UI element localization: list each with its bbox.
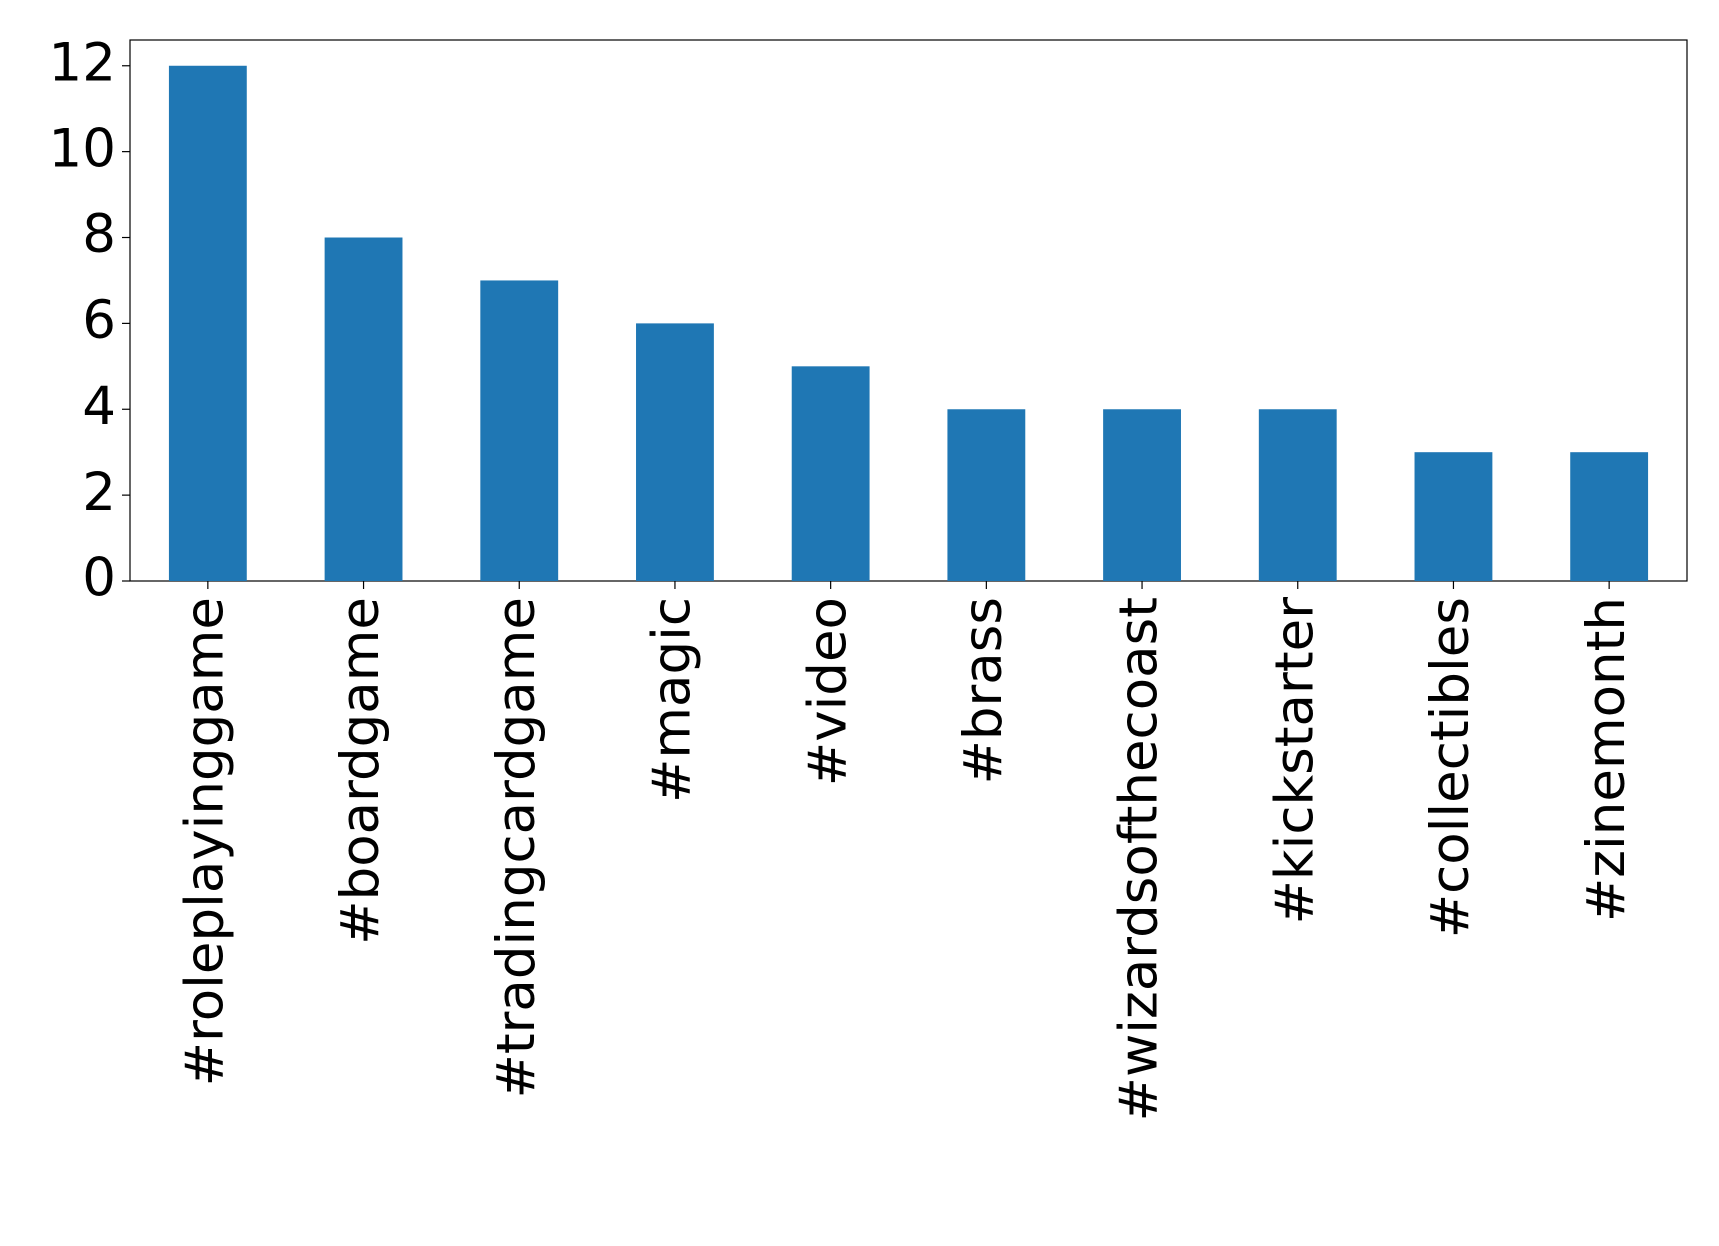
x-tick-label: #roleplayinggame	[174, 597, 235, 1086]
bar	[1414, 452, 1493, 581]
y-tick-label: 6	[82, 290, 116, 351]
y-tick-label: 0	[82, 548, 116, 609]
bar	[168, 65, 247, 581]
bar	[1570, 452, 1649, 581]
bar	[791, 366, 870, 581]
y-tick-label: 2	[82, 462, 116, 523]
x-tick-label: #collectibles	[1420, 597, 1481, 938]
plot-frame	[129, 39, 1688, 582]
x-tick-label: #wizardsofthecoast	[1109, 597, 1170, 1121]
x-tick-label: #boardgame	[330, 597, 391, 945]
y-tick-label: 12	[49, 32, 116, 93]
y-tick-label: 8	[82, 204, 116, 265]
x-tick-label: #kickstarter	[1264, 597, 1325, 925]
x-tick-label: #tradingcardgame	[486, 597, 547, 1099]
y-tick-label: 10	[49, 118, 116, 179]
x-tick-label: #zinemonth	[1576, 597, 1637, 922]
x-tick-label: #brass	[953, 597, 1014, 785]
bar	[1103, 409, 1181, 581]
bar	[947, 409, 1026, 581]
x-tick-label: #magic	[642, 597, 703, 803]
bar	[636, 323, 714, 581]
bar	[1258, 409, 1337, 581]
bar	[324, 237, 403, 581]
x-tick-label: #video	[797, 597, 858, 786]
y-tick-label: 4	[82, 376, 116, 437]
bar	[480, 280, 559, 581]
